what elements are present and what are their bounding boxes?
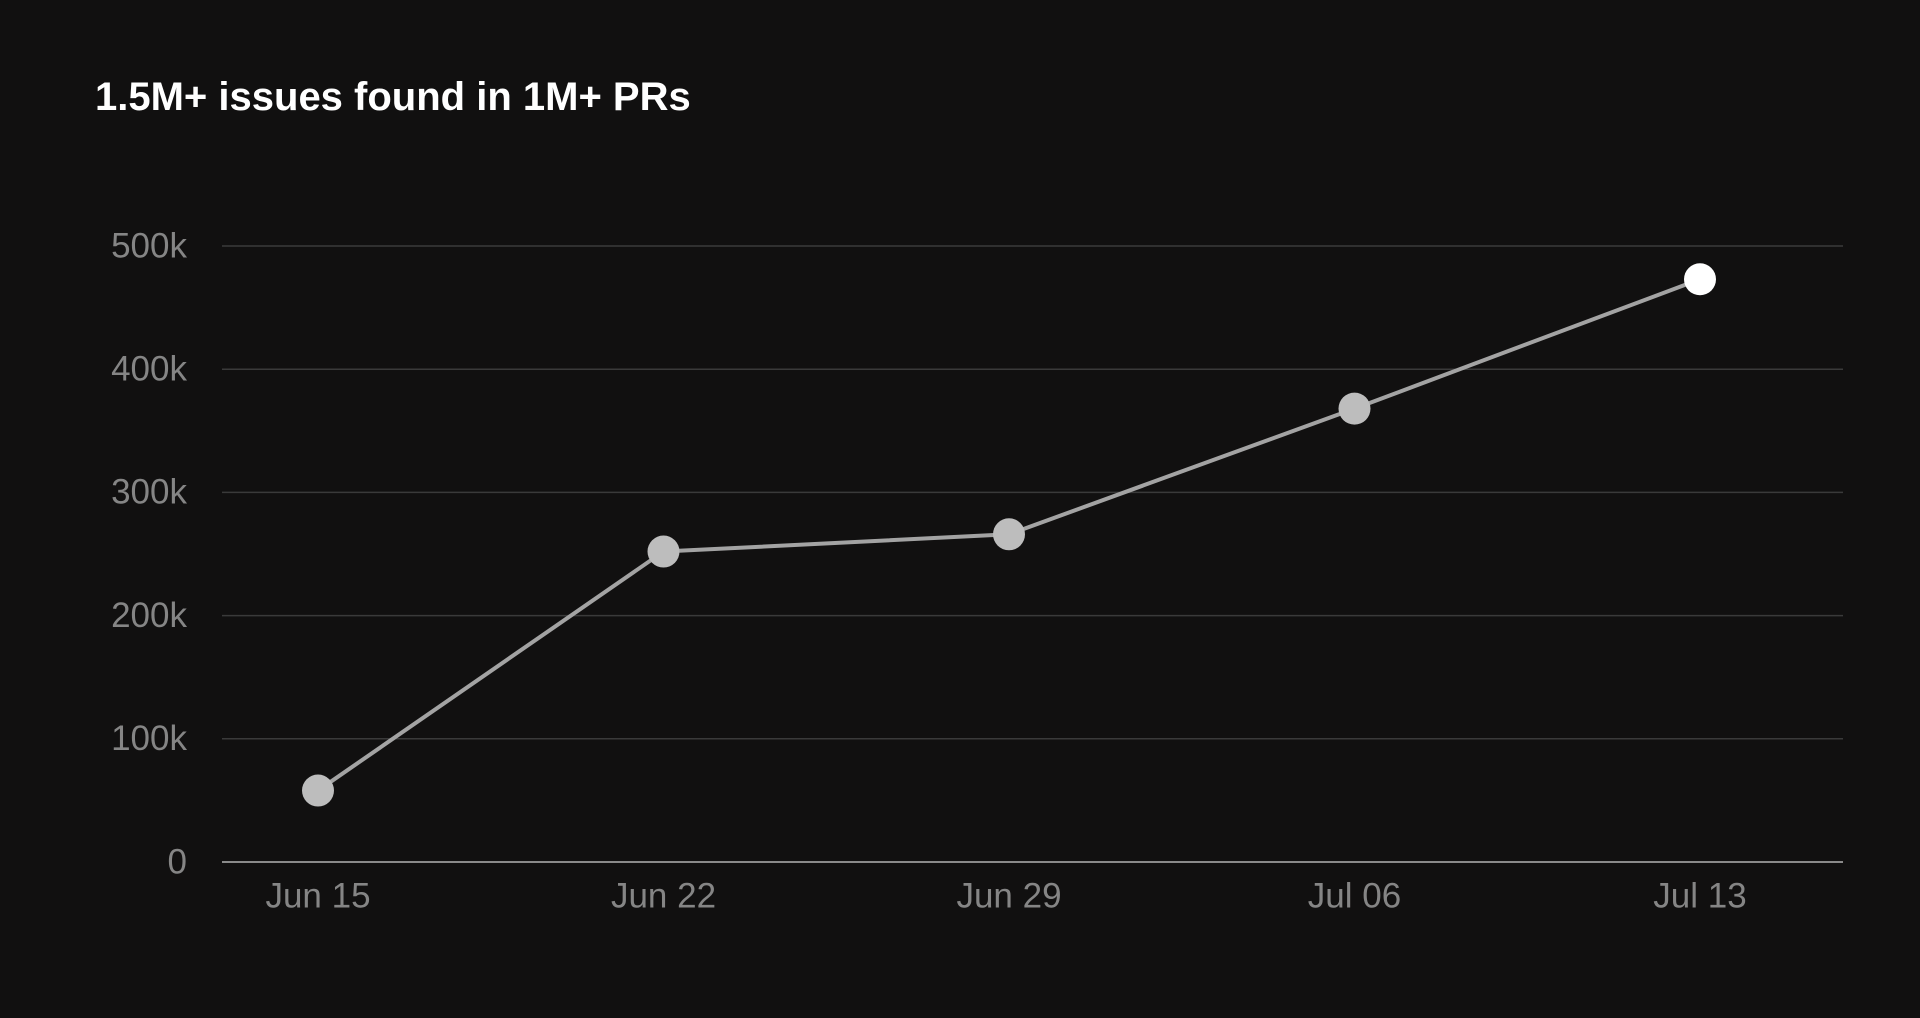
x-tick-label: Jun 29: [956, 876, 1061, 915]
y-tick-label: 400k: [111, 349, 187, 388]
y-tick-label: 0: [168, 842, 187, 881]
data-point: [1684, 263, 1716, 296]
x-tick-label: Jul 13: [1653, 876, 1746, 915]
data-point: [993, 518, 1025, 551]
chart-title: 1.5M+ issues found in 1M+ PRs: [95, 75, 691, 119]
x-tick-label: Jun 15: [265, 876, 370, 915]
data-point: [647, 535, 680, 568]
x-tick-label: Jul 06: [1308, 876, 1401, 915]
x-tick-label: Jun 22: [611, 876, 716, 915]
data-point: [1338, 392, 1371, 425]
y-tick-label: 300k: [111, 473, 187, 512]
y-tick-label: 100k: [111, 719, 187, 758]
y-tick-label: 200k: [111, 596, 187, 635]
y-tick-label: 500k: [111, 226, 187, 265]
data-point: [302, 774, 334, 807]
